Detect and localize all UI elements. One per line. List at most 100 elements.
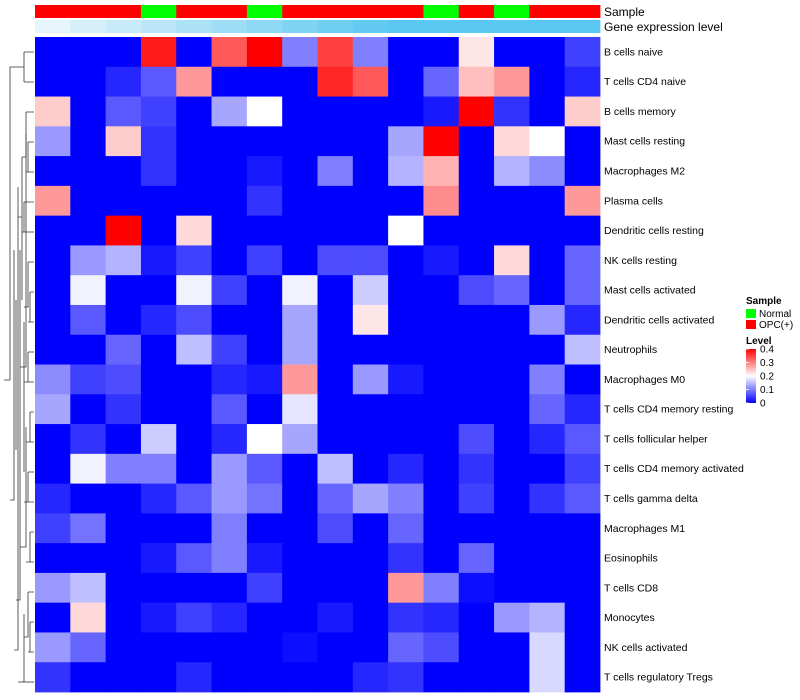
heatmap-cell [70, 394, 107, 425]
level-tick-label: 0.3 [760, 358, 774, 369]
heatmap-cell [105, 513, 142, 544]
heatmap-cell [388, 543, 424, 574]
heatmap-cell [70, 215, 107, 246]
heatmap-cell [282, 37, 318, 68]
heatmap-cell [282, 394, 318, 425]
heatmap-cell [317, 185, 354, 217]
heatmap-cell [352, 513, 389, 544]
heatmap-cell [176, 37, 212, 68]
heatmap-cell [140, 453, 177, 484]
level-colorbar [746, 349, 756, 403]
heatmap-cell [564, 632, 601, 663]
level-tick-labels: 0.4 0.3 0.2 0.1 0 [746, 345, 774, 410]
heatmap-cell [211, 453, 248, 484]
heatmap-cell [388, 275, 424, 306]
sample-annotation-cell [352, 5, 389, 18]
heatmap-cell [458, 543, 495, 574]
heatmap-cell [388, 453, 424, 484]
heatmap-cell [352, 126, 389, 157]
heatmap-cell [211, 632, 248, 663]
heatmap-cell [529, 334, 566, 365]
heatmap-cell [564, 66, 601, 97]
heatmap-cell [423, 424, 460, 455]
heatmap-cell [317, 126, 354, 157]
heatmap-cell [282, 96, 318, 127]
heatmap-cell [35, 543, 71, 574]
level-tick-label: 0.2 [760, 372, 774, 383]
heatmap-cell [388, 96, 424, 127]
sample-annotation-cell [35, 5, 71, 18]
heatmap-cell [246, 126, 283, 157]
heatmap-cell [388, 364, 424, 395]
heatmap-cell [494, 275, 530, 306]
heatmap-cell [282, 275, 318, 306]
heatmap-cell [176, 215, 212, 246]
expression-annotation-cell [458, 20, 495, 33]
row-label: Macrophages M1 [604, 523, 685, 535]
heatmap-cell [211, 394, 248, 425]
legend-swatch-opc [746, 320, 756, 329]
heatmap-cell [388, 304, 424, 336]
heatmap-cell [564, 126, 601, 157]
heatmap-cell [458, 126, 495, 157]
heatmap-cell [423, 543, 460, 574]
heatmap-cell [564, 602, 601, 633]
heatmap-cell [564, 245, 601, 276]
heatmap-cell [35, 334, 71, 365]
heatmap-cell [35, 483, 71, 514]
heatmap-cell [35, 602, 71, 633]
heatmap-cell [246, 245, 283, 276]
row-label: T cells regulatory Tregs [604, 672, 713, 684]
heatmap-cell [458, 483, 495, 514]
heatmap-cell [70, 185, 107, 217]
row-label: Mast cells resting [604, 136, 685, 148]
heatmap-cell [282, 334, 318, 365]
heatmap-cell [494, 66, 530, 97]
heatmap-cell [211, 334, 248, 365]
heatmap-cell [140, 632, 177, 663]
heatmap-cell [70, 513, 107, 544]
heatmap-cell [352, 156, 389, 187]
heatmap-cell [105, 304, 142, 336]
heatmap-cell [564, 275, 601, 306]
heatmap-cell [246, 304, 283, 336]
heatmap-cell [282, 662, 318, 693]
heatmap-cell [246, 215, 283, 246]
row-label: Mast cells activated [604, 285, 696, 297]
heatmap-cell [458, 245, 495, 276]
sample-annotation-cell [529, 5, 566, 18]
heatmap-cell [105, 334, 142, 365]
heatmap-cell [352, 394, 389, 425]
heatmap-cell [70, 37, 107, 68]
heatmap-cell [529, 513, 566, 544]
heatmap-cell [494, 245, 530, 276]
heatmap-cell [458, 572, 495, 604]
heatmap-cell [176, 513, 212, 544]
heatmap-cell [282, 304, 318, 336]
heatmap-cell [211, 304, 248, 336]
heatmap-cell [458, 394, 495, 425]
heatmap-cell [529, 483, 566, 514]
heatmap-cell [317, 37, 354, 68]
heatmap-cell [458, 96, 495, 127]
expression-annotation-bar [35, 20, 601, 33]
heatmap-cell [176, 185, 212, 217]
heatmap-cell [70, 275, 107, 306]
legend-swatch-normal [746, 309, 756, 318]
heatmap-cell [282, 632, 318, 663]
heatmap-cell [317, 543, 354, 574]
heatmap-cell [388, 632, 424, 663]
heatmap-cell [564, 543, 601, 574]
sample-annotation-cell [388, 5, 424, 18]
heatmap-cell [70, 245, 107, 276]
heatmap-cell [211, 245, 248, 276]
heatmap-cell [529, 66, 566, 97]
heatmap-cell [105, 632, 142, 663]
heatmap-cell [529, 632, 566, 663]
heatmap-cell [388, 245, 424, 276]
heatmap-cell [423, 572, 460, 604]
heatmap-cell [458, 66, 495, 97]
heatmap-cell [211, 156, 248, 187]
heatmap-cell [564, 513, 601, 544]
heatmap-cell [211, 364, 248, 395]
